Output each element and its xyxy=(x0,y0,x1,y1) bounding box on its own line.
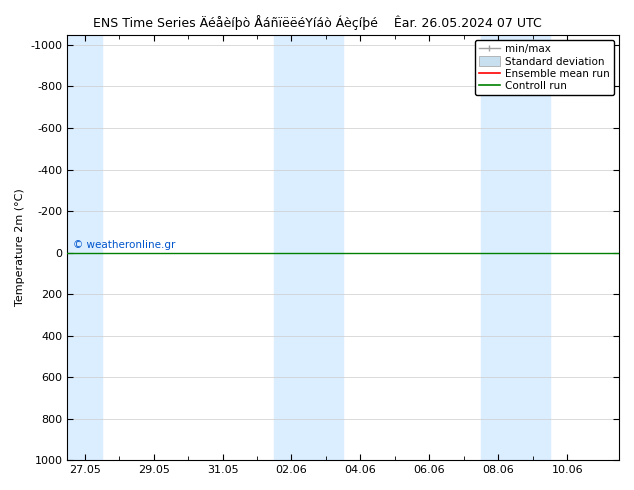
Text: ENS Time Series Äéåèíþò ÅáñïëëéYíáò Áèçíþé    Êar. 26.05.2024 07 UTC: ENS Time Series Äéåèíþò ÅáñïëëéYíáò Áèçí… xyxy=(93,15,541,30)
Bar xyxy=(275,35,343,460)
Text: © weatheronline.gr: © weatheronline.gr xyxy=(73,240,176,250)
Bar xyxy=(481,35,550,460)
Bar xyxy=(67,35,102,460)
Legend: min/max, Standard deviation, Ensemble mean run, Controll run: min/max, Standard deviation, Ensemble me… xyxy=(475,40,614,96)
Y-axis label: Temperature 2m (°C): Temperature 2m (°C) xyxy=(15,189,25,306)
